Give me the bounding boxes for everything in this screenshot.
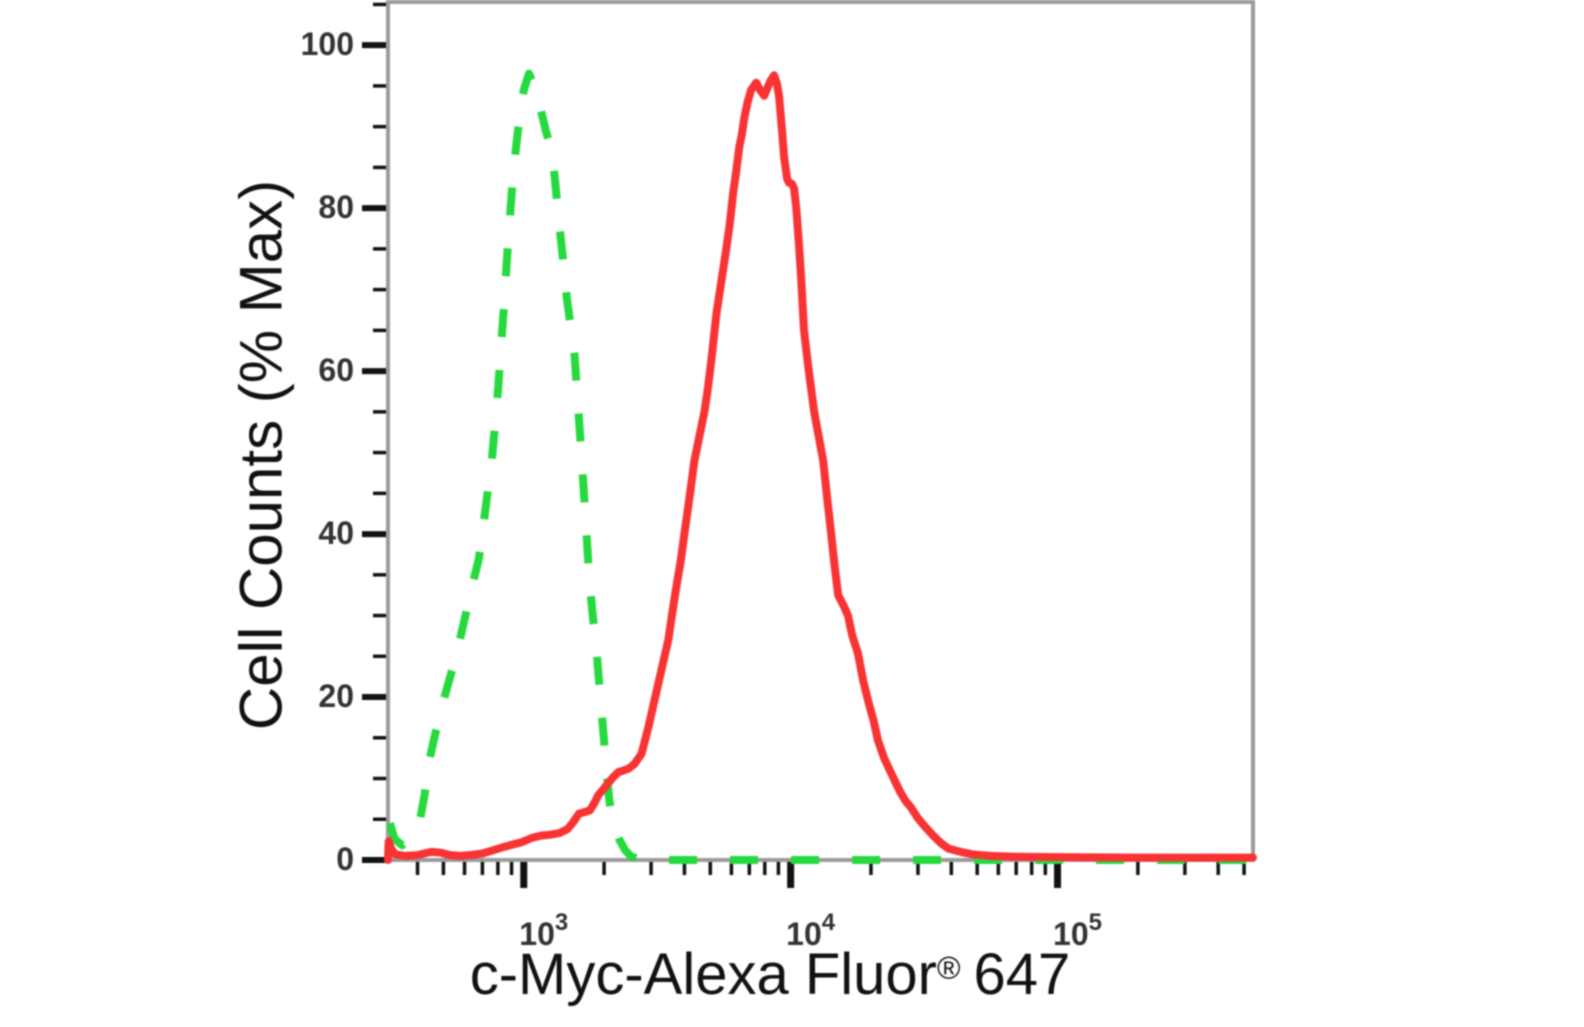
- y-tick-label: 80: [318, 189, 354, 225]
- x-axis-title: c-Myc-Alexa Fluor® 647: [470, 941, 1071, 1008]
- x-tick-label: 104: [786, 909, 836, 952]
- y-tick-label: 20: [318, 678, 354, 714]
- x-tick-label: 103: [519, 909, 568, 952]
- y-tick-label: 40: [318, 515, 354, 551]
- y-axis-title: Cell Counts (% Max): [227, 179, 295, 731]
- series-red-solid-histogram: [384, 71, 1257, 864]
- y-tick-label: 100: [301, 26, 354, 62]
- plot-border: [386, 0, 1255, 862]
- y-tick-label: 60: [318, 352, 354, 388]
- registered-trademark-symbol: ®: [937, 949, 961, 986]
- x-tick-label: 105: [1053, 909, 1102, 952]
- x-axis-title-tail: 647: [973, 942, 1071, 1007]
- x-axis-title-main: c-Myc-Alexa Fluor: [469, 942, 938, 1007]
- y-tick-label: 0: [336, 841, 354, 877]
